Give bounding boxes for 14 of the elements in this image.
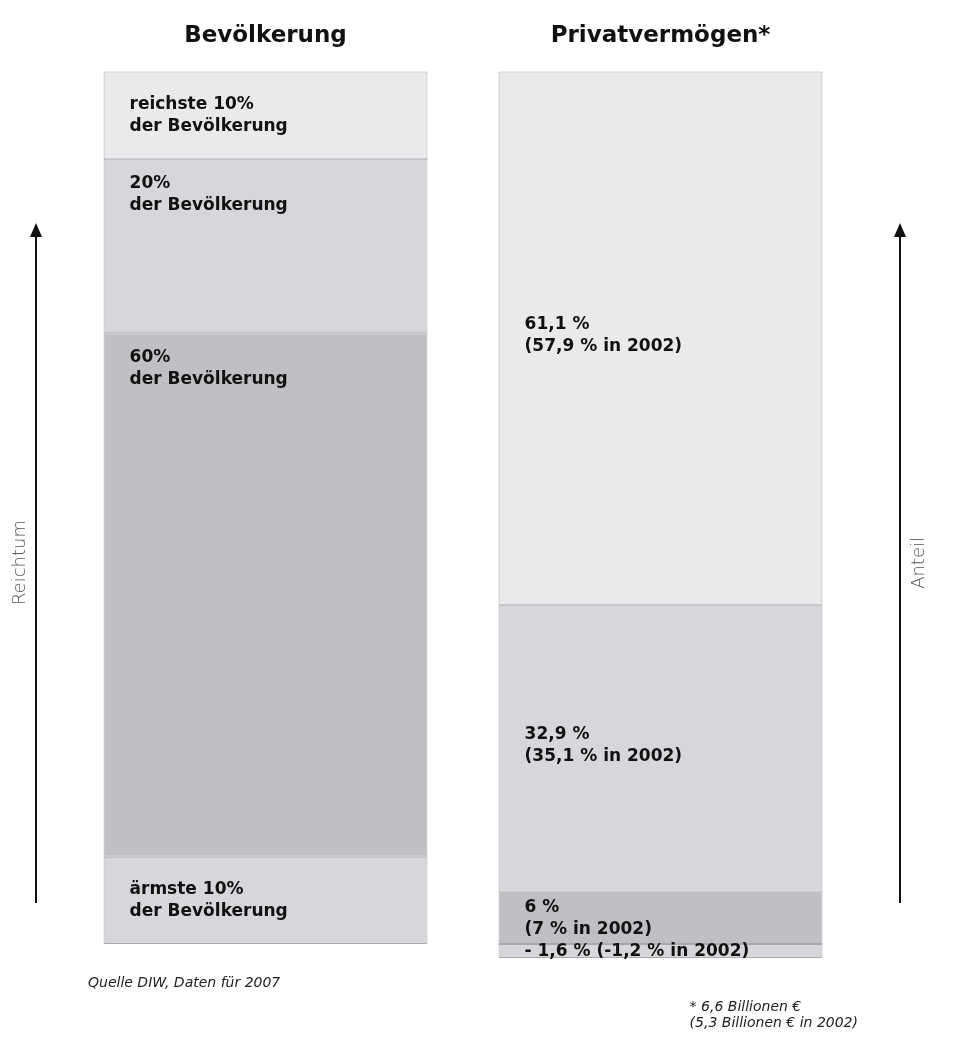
data-label: 61,1 % (57,9 % in 2002) (524, 313, 683, 356)
data-label: ärmste 10% der Bevölkerung (129, 878, 288, 921)
data-label: 20% der Bevölkerung (129, 171, 288, 214)
data-label: 6 % (7 % in 2002) (524, 895, 652, 938)
y-axis-title: Reichtum (8, 520, 29, 606)
data-label: 32,9 % (35,1 % in 2002) (524, 723, 683, 766)
data-label: reichste 10% der Bevölkerung (129, 93, 288, 136)
data-label: - 1,6 % (-1,2 % in 2002) (524, 939, 750, 960)
x-tick-label: Bevölkerung (184, 20, 347, 47)
data-label: 60% der Bevölkerung (129, 346, 288, 389)
y2-axis-title: Anteil (907, 537, 928, 589)
x-tick-label: Privatvermögen* (550, 20, 771, 47)
source-note: Quelle DIW, Daten für 2007 (88, 974, 281, 992)
text: * 6,6 Billionen € (5,3 Billionen € in 2002) (689, 998, 858, 1030)
